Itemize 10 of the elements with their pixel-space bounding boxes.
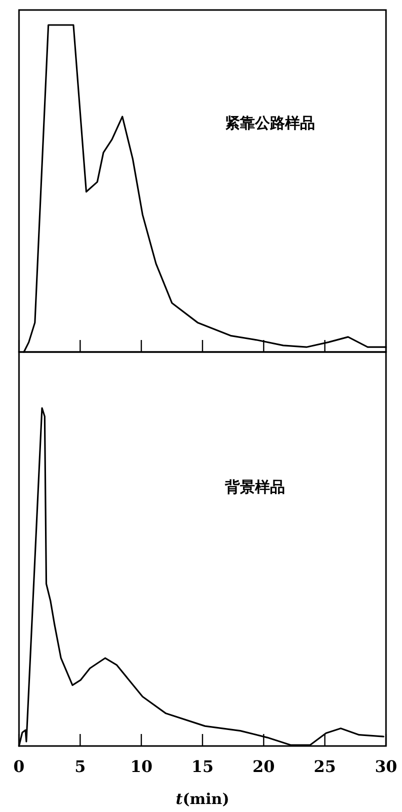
x-tick-label: 20 xyxy=(252,757,275,776)
x-tick-label: 25 xyxy=(314,757,336,776)
x-axis-title: t(min) xyxy=(176,790,230,808)
x-tick-label: 5 xyxy=(74,757,86,776)
annotation: 紧靠公路样品 xyxy=(225,114,315,132)
x-tick-label: 10 xyxy=(130,757,152,776)
x-tick-label: 30 xyxy=(374,757,398,776)
annotation: 背景样品 xyxy=(224,478,285,496)
x-tick-label: 0 xyxy=(13,757,25,776)
x-tick-label: 15 xyxy=(191,757,214,776)
